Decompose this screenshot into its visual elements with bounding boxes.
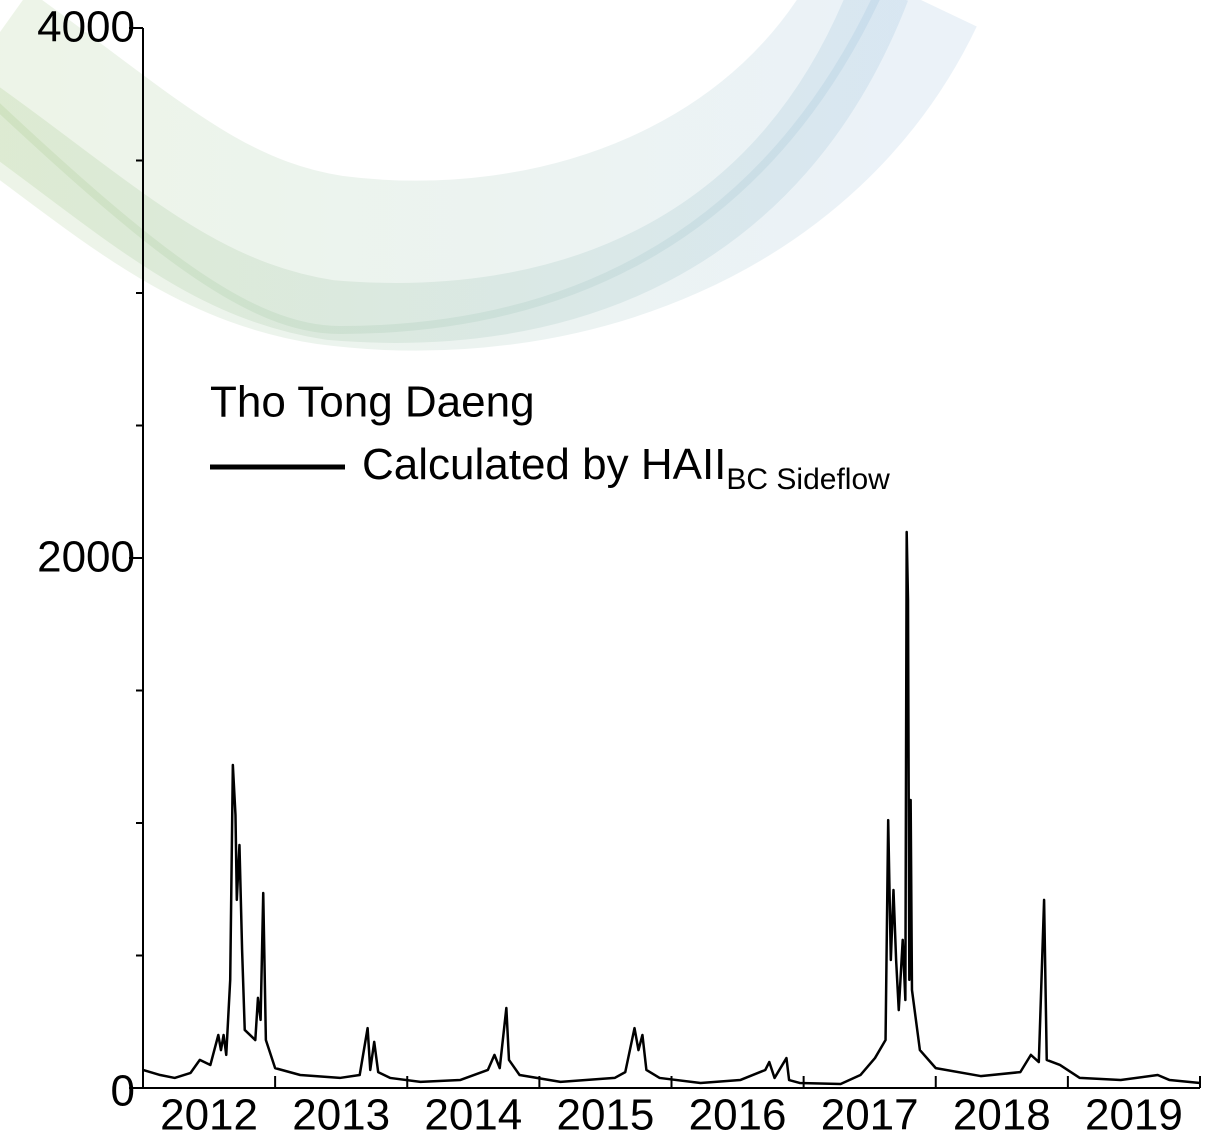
legend-subscript: BC Sideflow (726, 463, 890, 496)
x-tick-label: 2013 (292, 1091, 390, 1140)
legend-label: Calculated by HAIIBC Sideflow (362, 440, 890, 496)
x-tick-label: 2014 (424, 1091, 522, 1140)
x-tick-label: 2019 (1085, 1091, 1183, 1140)
y-tick-label: 2000 (37, 533, 135, 582)
x-tick-label: 2016 (689, 1091, 787, 1140)
x-tick-label: 2018 (953, 1091, 1051, 1140)
x-tick-label: 2017 (821, 1091, 919, 1140)
legend-title: Tho Tong Daeng (210, 378, 535, 427)
legend-name: Calculated by HAII (362, 440, 726, 489)
x-tick-label: 2015 (556, 1091, 654, 1140)
x-tick-label: 2012 (160, 1091, 258, 1140)
data-line (142, 530, 1201, 1086)
y-tick-label: 0 (111, 1067, 135, 1116)
background-swoosh (0, 0, 977, 351)
y-tick-label: 4000 (37, 3, 135, 52)
